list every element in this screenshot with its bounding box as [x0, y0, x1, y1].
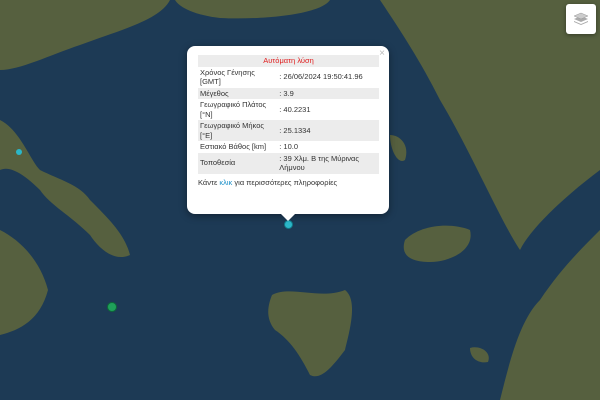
earthquake-marker[interactable] — [107, 302, 117, 312]
footer-text: για περισσότερες πληροφορίες — [232, 177, 338, 187]
layers-icon — [573, 12, 589, 25]
row-value: : 26/06/2024 19:50:41.96 — [279, 72, 363, 82]
row-value: : 3.9 — [277, 87, 379, 99]
row-value: : 40.2231 — [279, 104, 311, 114]
layers-button[interactable] — [566, 4, 596, 34]
earthquake-marker-selected[interactable] — [284, 220, 293, 229]
popup-title: Αυτόματη λύση — [198, 55, 379, 67]
row-label: Τοποθεσία — [198, 152, 278, 174]
row-label: Χρόνος Γένησης [GMT] — [200, 67, 255, 87]
row-label: Γεωγραφικό Μήκος [°E] — [198, 120, 278, 141]
popup-footer: Κάντε κλικ για περισσότερες πληροφορίες — [198, 178, 379, 187]
row-value: : 10.0 — [279, 142, 299, 151]
row-value: : 39 Χλμ. Β της Μύρινας Λήμνου — [277, 152, 379, 174]
row-label: Μέγεθος — [198, 87, 278, 99]
earthquake-marker[interactable] — [16, 149, 22, 155]
row-value: : 25.1334 — [277, 120, 379, 141]
footer-text: Κάντε — [198, 177, 220, 187]
earthquake-details-table: Αυτόματη λύση Χρόνος Γένησης [GMT] : 26/0… — [198, 55, 379, 174]
row-label: Εστιακό Βάθος [km] — [200, 142, 267, 151]
row-label: Γεωγραφικό Πλάτος [°N] — [200, 100, 267, 119]
earthquake-popup: × Αυτόματη λύση Χρόνος Γένησης [GMT] : 26… — [187, 46, 389, 221]
close-icon[interactable]: × — [379, 48, 385, 59]
more-info-link[interactable]: κλικ — [219, 177, 233, 187]
